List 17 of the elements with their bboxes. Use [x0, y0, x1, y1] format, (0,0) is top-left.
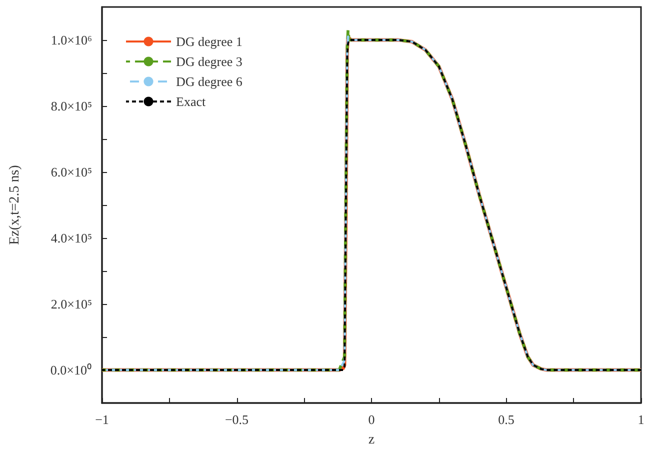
y-tick-label: 1.0×10⁶: [50, 32, 92, 48]
x-tick-label: −1: [95, 412, 109, 427]
y-tick-label: 0.0×10⁰: [50, 362, 92, 378]
legend-label: DG degree 3: [176, 54, 242, 69]
x-tick-label: 0.5: [498, 412, 514, 427]
x-tick-label: 1: [638, 412, 644, 427]
legend-label: DG degree 1: [176, 34, 242, 49]
x-axis-title: z: [368, 432, 375, 448]
y-tick-label: 2.0×10⁵: [50, 296, 92, 312]
y-axis-title: Ez(x,t=2.5 ns): [8, 164, 22, 245]
legend-label: DG degree 6: [176, 74, 243, 89]
y-tick-label: 8.0×10⁵: [50, 98, 92, 114]
y-tick-label: 6.0×10⁵: [50, 164, 92, 180]
x-tick-label: 0: [368, 412, 375, 427]
x-tick-label: −0.5: [224, 412, 249, 427]
y-tick-label: 4.0×10⁵: [50, 230, 92, 246]
legend-label: Exact: [176, 94, 206, 109]
